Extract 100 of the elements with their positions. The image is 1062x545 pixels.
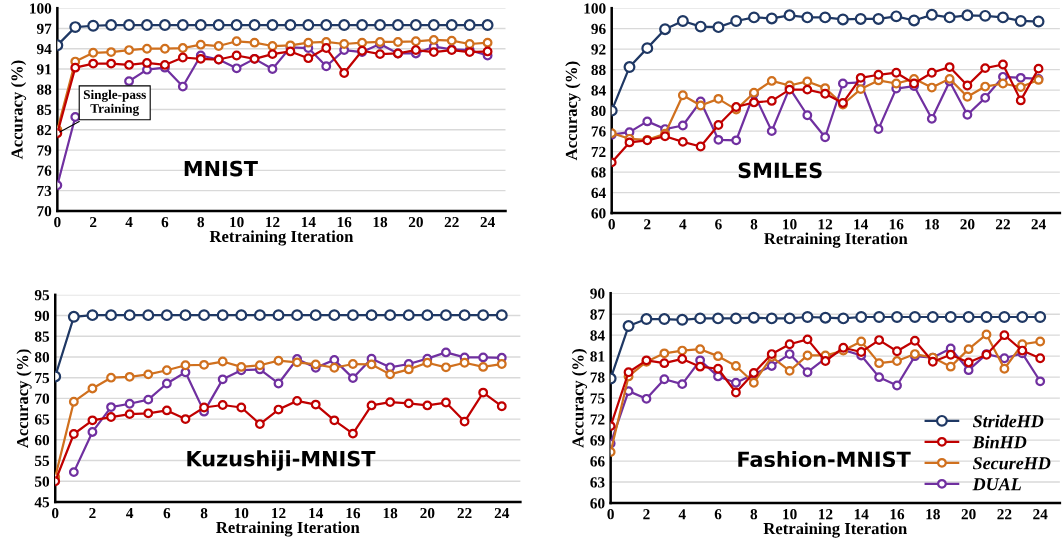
x-tick-label: 18 (925, 219, 939, 230)
x-tick-label: 18 (926, 509, 940, 520)
x-tick-label: 24 (480, 216, 495, 228)
y-tick-label: 84 (590, 330, 605, 341)
x-tick-label: 22 (444, 216, 459, 228)
y-axis-title: Accuracy (%) (565, 61, 581, 161)
x-tick-label: 0 (608, 219, 615, 230)
x-axis-title: Retraining Iteration (216, 521, 360, 537)
y-tick-label: 76 (37, 165, 52, 176)
x-tick-label: 20 (408, 216, 423, 228)
x-tick-label: 6 (163, 507, 171, 519)
annotation: Single-pass Training (83, 89, 146, 116)
x-tick-label: 22 (457, 507, 472, 519)
y-tick-label: 81 (590, 351, 605, 362)
y-tick-label: 100 (30, 3, 52, 14)
x-tick-label: 4 (679, 219, 687, 230)
x-tick-label: 16 (346, 507, 361, 519)
y-tick-label: 60 (34, 434, 50, 446)
y-tick-label: 60 (590, 498, 605, 509)
x-tick-label: 12 (818, 219, 833, 230)
x-tick-label: 0 (54, 216, 61, 228)
x-tick-label: 14 (301, 216, 316, 228)
y-tick-label: 84 (591, 85, 606, 96)
x-tick-label: 10 (783, 219, 797, 230)
y-tick-label: 50 (35, 476, 50, 487)
y-tick-label: 96 (591, 23, 606, 35)
text: Fashion-MNIST (738, 450, 911, 468)
x-tick-label: 12 (819, 509, 833, 520)
x-tick-label: 20 (960, 219, 975, 230)
y-tick-label: 65 (34, 414, 50, 425)
y-tick-label: 72 (590, 414, 605, 425)
y-tick-label: 80 (591, 105, 606, 117)
x-tick-label: 14 (854, 509, 869, 520)
x-tick-label: 4 (126, 508, 134, 519)
x-axis-title: Retraining Iteration (763, 522, 907, 538)
x-axis-title: Retraining Iteration (764, 232, 908, 248)
x-tick-label: 0 (51, 507, 59, 519)
x-tick-label: 8 (197, 216, 205, 228)
y-tick-label: 75 (35, 372, 50, 384)
x-tick-label: 20 (961, 509, 976, 520)
y-tick-label: 82 (37, 124, 52, 136)
legend-label: StrideHD (972, 414, 1044, 428)
text: MNIST (184, 160, 258, 177)
x-tick-label: 22 (997, 509, 1012, 520)
legend-label: BinHD (972, 435, 1027, 449)
x-tick-label: 10 (230, 216, 244, 228)
y-tick-label: 45 (34, 497, 50, 508)
x-tick-label: 2 (90, 216, 97, 228)
x-axis-title: Retraining Iteration (209, 230, 354, 246)
y-tick-label: 76 (591, 126, 606, 137)
x-tick-label: 6 (714, 509, 722, 520)
y-tick-label: 79 (37, 145, 52, 156)
x-tick-label: 0 (607, 509, 614, 520)
y-tick-label: 95 (34, 290, 50, 301)
x-tick-label: 14 (854, 219, 869, 230)
x-tick-label: 14 (309, 508, 324, 519)
x-tick-label: 2 (644, 219, 651, 230)
x-tick-label: 4 (125, 217, 133, 228)
y-tick-label: 72 (591, 146, 606, 157)
text: SMILES (738, 162, 822, 179)
y-tick-label: 63 (590, 477, 605, 488)
y-tick-label: 85 (37, 104, 52, 115)
y-tick-label: 91 (36, 64, 51, 75)
x-tick-label: 24 (494, 507, 510, 519)
y-tick-label: 75 (590, 393, 605, 404)
x-tick-label: 12 (272, 507, 286, 519)
x-tick-label: 18 (373, 216, 388, 228)
y-tick-label: 94 (36, 43, 52, 55)
x-tick-label: 10 (234, 507, 249, 519)
y-tick-label: 55 (35, 455, 50, 466)
x-tick-label: 10 (783, 509, 797, 520)
y-tick-label: 88 (591, 64, 606, 76)
y-tick-label: 78 (590, 372, 605, 383)
x-tick-label: 6 (715, 219, 722, 230)
y-tick-label: 70 (35, 393, 50, 404)
x-tick-label: 4 (678, 509, 686, 520)
x-tick-label: 2 (89, 507, 96, 519)
y-tick-label: 60 (591, 208, 606, 219)
x-tick-label: 6 (161, 216, 169, 228)
x-tick-label: 18 (383, 507, 398, 519)
y-tick-label: 73 (37, 185, 52, 197)
y-axis-title: Accuracy (%) (10, 60, 27, 160)
y-tick-label: 87 (590, 309, 605, 320)
y-axis-title: Accuracy (%) (16, 349, 32, 448)
x-tick-label: 8 (750, 509, 758, 520)
y-tick-label: 85 (34, 331, 50, 342)
text: Kuzushiji-MNIST (187, 450, 376, 471)
y-tick-label: 80 (34, 352, 50, 363)
y-tick-label: 90 (34, 310, 50, 322)
x-tick-label: 16 (890, 509, 905, 520)
x-tick-label: 16 (889, 219, 904, 230)
y-tick-label: 92 (591, 44, 606, 55)
x-tick-label: 24 (1031, 219, 1046, 230)
y-tick-label: 88 (37, 84, 52, 95)
y-tick-label: 90 (590, 288, 605, 299)
x-tick-label: 22 (995, 219, 1010, 230)
y-tick-label: 66 (590, 456, 605, 467)
legend-label: DUAL (972, 478, 1021, 491)
x-tick-label: 8 (750, 219, 758, 230)
x-tick-label: 20 (420, 507, 435, 519)
